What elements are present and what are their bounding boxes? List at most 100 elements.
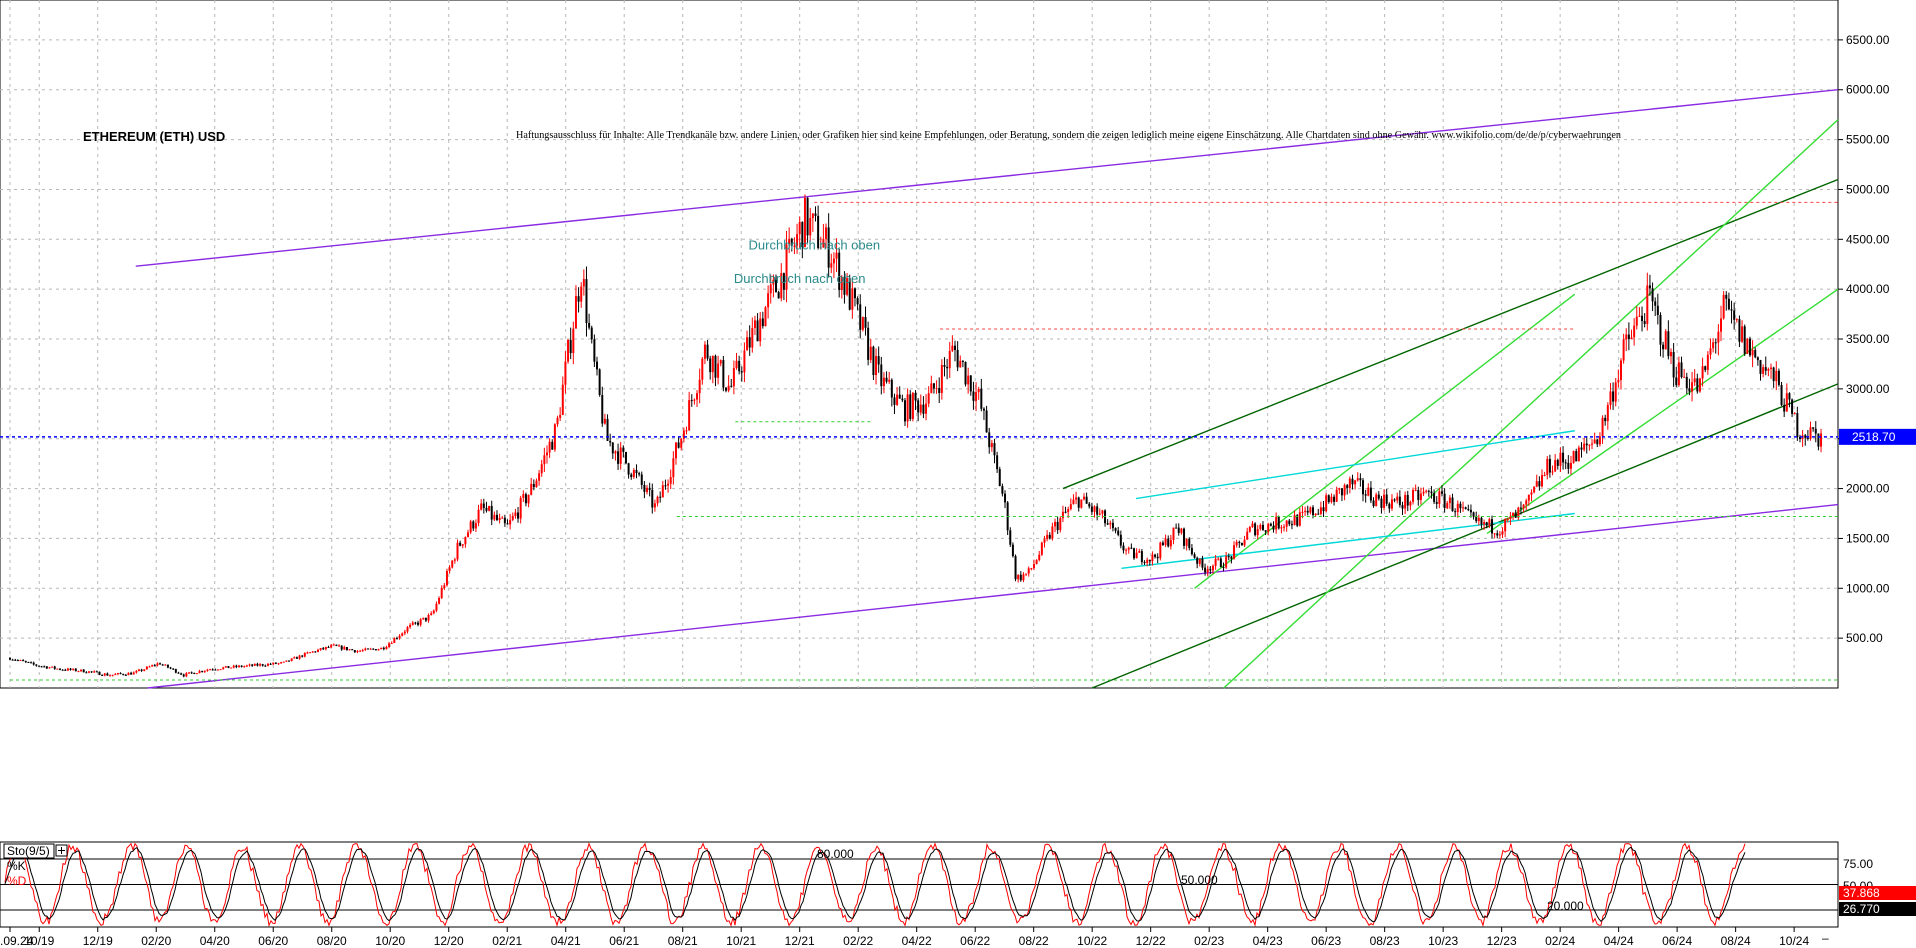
candle-body [1746, 338, 1749, 354]
candle-body [1372, 500, 1375, 507]
x-tick-label: 02/23 [1194, 934, 1224, 948]
trend-lines [135, 89, 1839, 689]
candle-body [1093, 506, 1096, 512]
candle-body [738, 360, 741, 372]
candle-body [1030, 568, 1033, 570]
candle-body [938, 388, 941, 393]
candle-body [1190, 547, 1193, 555]
candle-body [103, 673, 106, 676]
y-tick-label: 1500.00 [1846, 531, 1890, 545]
candle-body [1625, 334, 1628, 340]
x-tick-label: 04/20 [200, 934, 230, 948]
candle-body [1362, 480, 1365, 495]
candle-body [561, 384, 564, 415]
candle-body [993, 443, 996, 456]
candle-body [1820, 433, 1823, 447]
candle-body [1267, 523, 1270, 532]
candle-body [1696, 378, 1699, 392]
candle-body [603, 418, 606, 424]
candle-body [1554, 460, 1557, 472]
candle-body [422, 617, 425, 620]
candle-body [1469, 509, 1472, 513]
candle-body [951, 345, 954, 351]
candle-body [1798, 436, 1801, 439]
x-tick-label: 02/22 [843, 934, 873, 948]
oscillator-label-box[interactable] [3, 843, 55, 859]
candle-body [609, 440, 612, 443]
candle-body [632, 470, 635, 477]
candle-body [635, 470, 638, 474]
candle-body [653, 503, 656, 508]
candle-body [327, 646, 330, 648]
candles [9, 194, 1823, 678]
candle-body [385, 646, 388, 650]
x-axis-scroll-marker[interactable]: – [1822, 931, 1829, 945]
candle-body [614, 451, 617, 454]
candle-body [909, 394, 912, 419]
candle-body [840, 276, 843, 290]
candle-body [101, 675, 104, 677]
candle-body [169, 667, 172, 669]
candle-body [685, 430, 688, 432]
candle-body [1751, 349, 1754, 356]
candle-body [472, 521, 475, 529]
candle-body [777, 292, 780, 299]
candle-body [1175, 527, 1178, 529]
candle-body [209, 669, 212, 671]
candle-body [1583, 443, 1586, 450]
candle-body [451, 560, 454, 568]
candle-body [811, 213, 814, 219]
candle-body [846, 278, 849, 295]
candle-body [1501, 531, 1504, 535]
candle-body [122, 673, 125, 675]
candle-body [474, 523, 477, 529]
candle-body [790, 238, 793, 246]
candle-body [901, 398, 904, 401]
candle-body [1138, 551, 1141, 553]
candle-body [1367, 487, 1370, 496]
candle-body [1385, 494, 1388, 504]
candle-body [888, 379, 891, 382]
candle-body [696, 393, 699, 400]
candle-body [1164, 538, 1167, 545]
x-tick-label: 08/21 [668, 934, 698, 948]
candle-body [722, 360, 725, 388]
candle-body [898, 394, 901, 399]
trend-line [1135, 430, 1575, 500]
candle-body [1735, 319, 1738, 321]
candle-body [535, 480, 538, 488]
candle-body [814, 213, 817, 216]
candle-body [1054, 521, 1057, 527]
candle-body [1530, 492, 1533, 495]
candle-body [1172, 527, 1175, 541]
candle-body [1685, 376, 1688, 389]
candle-body [593, 339, 596, 362]
candle-body [740, 371, 743, 373]
candle-body [390, 643, 393, 645]
candle-body [801, 221, 804, 248]
y-tick-label: 5000.00 [1846, 182, 1890, 196]
candle-body [701, 358, 704, 380]
candle-body [782, 273, 785, 290]
candle-body [922, 404, 925, 414]
candle-body [1017, 574, 1020, 580]
candle-body [601, 394, 604, 424]
candle-body [1425, 490, 1428, 492]
candle-body [1617, 380, 1620, 383]
candle-body [843, 276, 846, 295]
candle-body [1609, 391, 1612, 406]
candle-body [361, 650, 364, 652]
osc-d-value-box [1839, 902, 1916, 916]
candle-body [1377, 494, 1380, 499]
x-tick-label: 06/24 [1662, 934, 1692, 948]
candle-body [767, 293, 770, 308]
candle-body [1275, 516, 1278, 530]
oscillator-k-label: %K [7, 859, 26, 873]
candle-body [1211, 565, 1214, 571]
candle-body [1459, 503, 1462, 509]
candle-body [1201, 558, 1204, 568]
candle-body [311, 651, 314, 653]
candle-body [1398, 496, 1401, 506]
candle-body [1556, 460, 1559, 466]
